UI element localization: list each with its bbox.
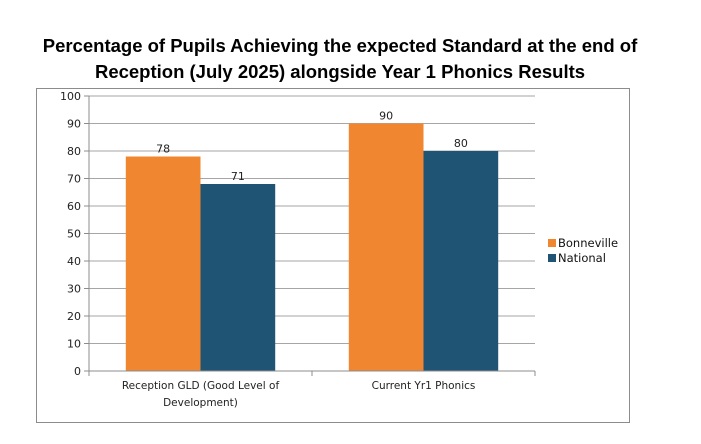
y-tick-label: 40 bbox=[67, 255, 81, 268]
category-label: Current Yr1 Phonics bbox=[372, 380, 476, 392]
data-label: 90 bbox=[379, 110, 393, 123]
bar-national bbox=[423, 151, 499, 371]
y-tick-label: 30 bbox=[67, 283, 81, 296]
y-tick-label: 80 bbox=[67, 145, 81, 158]
y-tick-label: 20 bbox=[67, 310, 81, 323]
labels: 0 10 20 30 40 50 60 70 80 90 100 78 71 Reception GLD … bbox=[60, 90, 475, 409]
y-tick-label: 100 bbox=[60, 90, 81, 103]
legend-label-bonneville: Bonneville bbox=[558, 236, 618, 250]
category-label: Reception GLD (Good Level of bbox=[122, 380, 280, 392]
chart-title-line-1: Percentage of Pupils Achieving the expec… bbox=[42, 35, 638, 56]
data-label: 78 bbox=[156, 143, 170, 156]
y-tick-label: 0 bbox=[74, 365, 81, 378]
y-tick-label: 70 bbox=[67, 173, 81, 186]
chart-title-line-2: Reception (July 2025) alongside Year 1 P… bbox=[94, 61, 586, 82]
axes bbox=[84, 95, 536, 376]
bar-bonneville bbox=[348, 123, 424, 371]
legend-swatch-bonneville bbox=[548, 239, 556, 247]
y-tick-label: 90 bbox=[67, 118, 81, 131]
y-tick-label: 50 bbox=[67, 228, 81, 241]
legend-label-national: National bbox=[558, 251, 606, 265]
legend-swatch-national bbox=[548, 254, 556, 262]
data-label: 80 bbox=[454, 137, 468, 150]
bar-bonneville bbox=[125, 156, 201, 371]
chart-title: Percentage of Pupils Achieving the expec… bbox=[0, 33, 680, 85]
chart-frame bbox=[36, 88, 630, 423]
bars bbox=[125, 123, 499, 371]
bar-national bbox=[200, 184, 276, 371]
y-tick-label: 60 bbox=[67, 200, 81, 213]
category-label: Development) bbox=[163, 397, 238, 409]
y-tick-label: 10 bbox=[67, 338, 81, 351]
data-label: 71 bbox=[231, 170, 245, 183]
